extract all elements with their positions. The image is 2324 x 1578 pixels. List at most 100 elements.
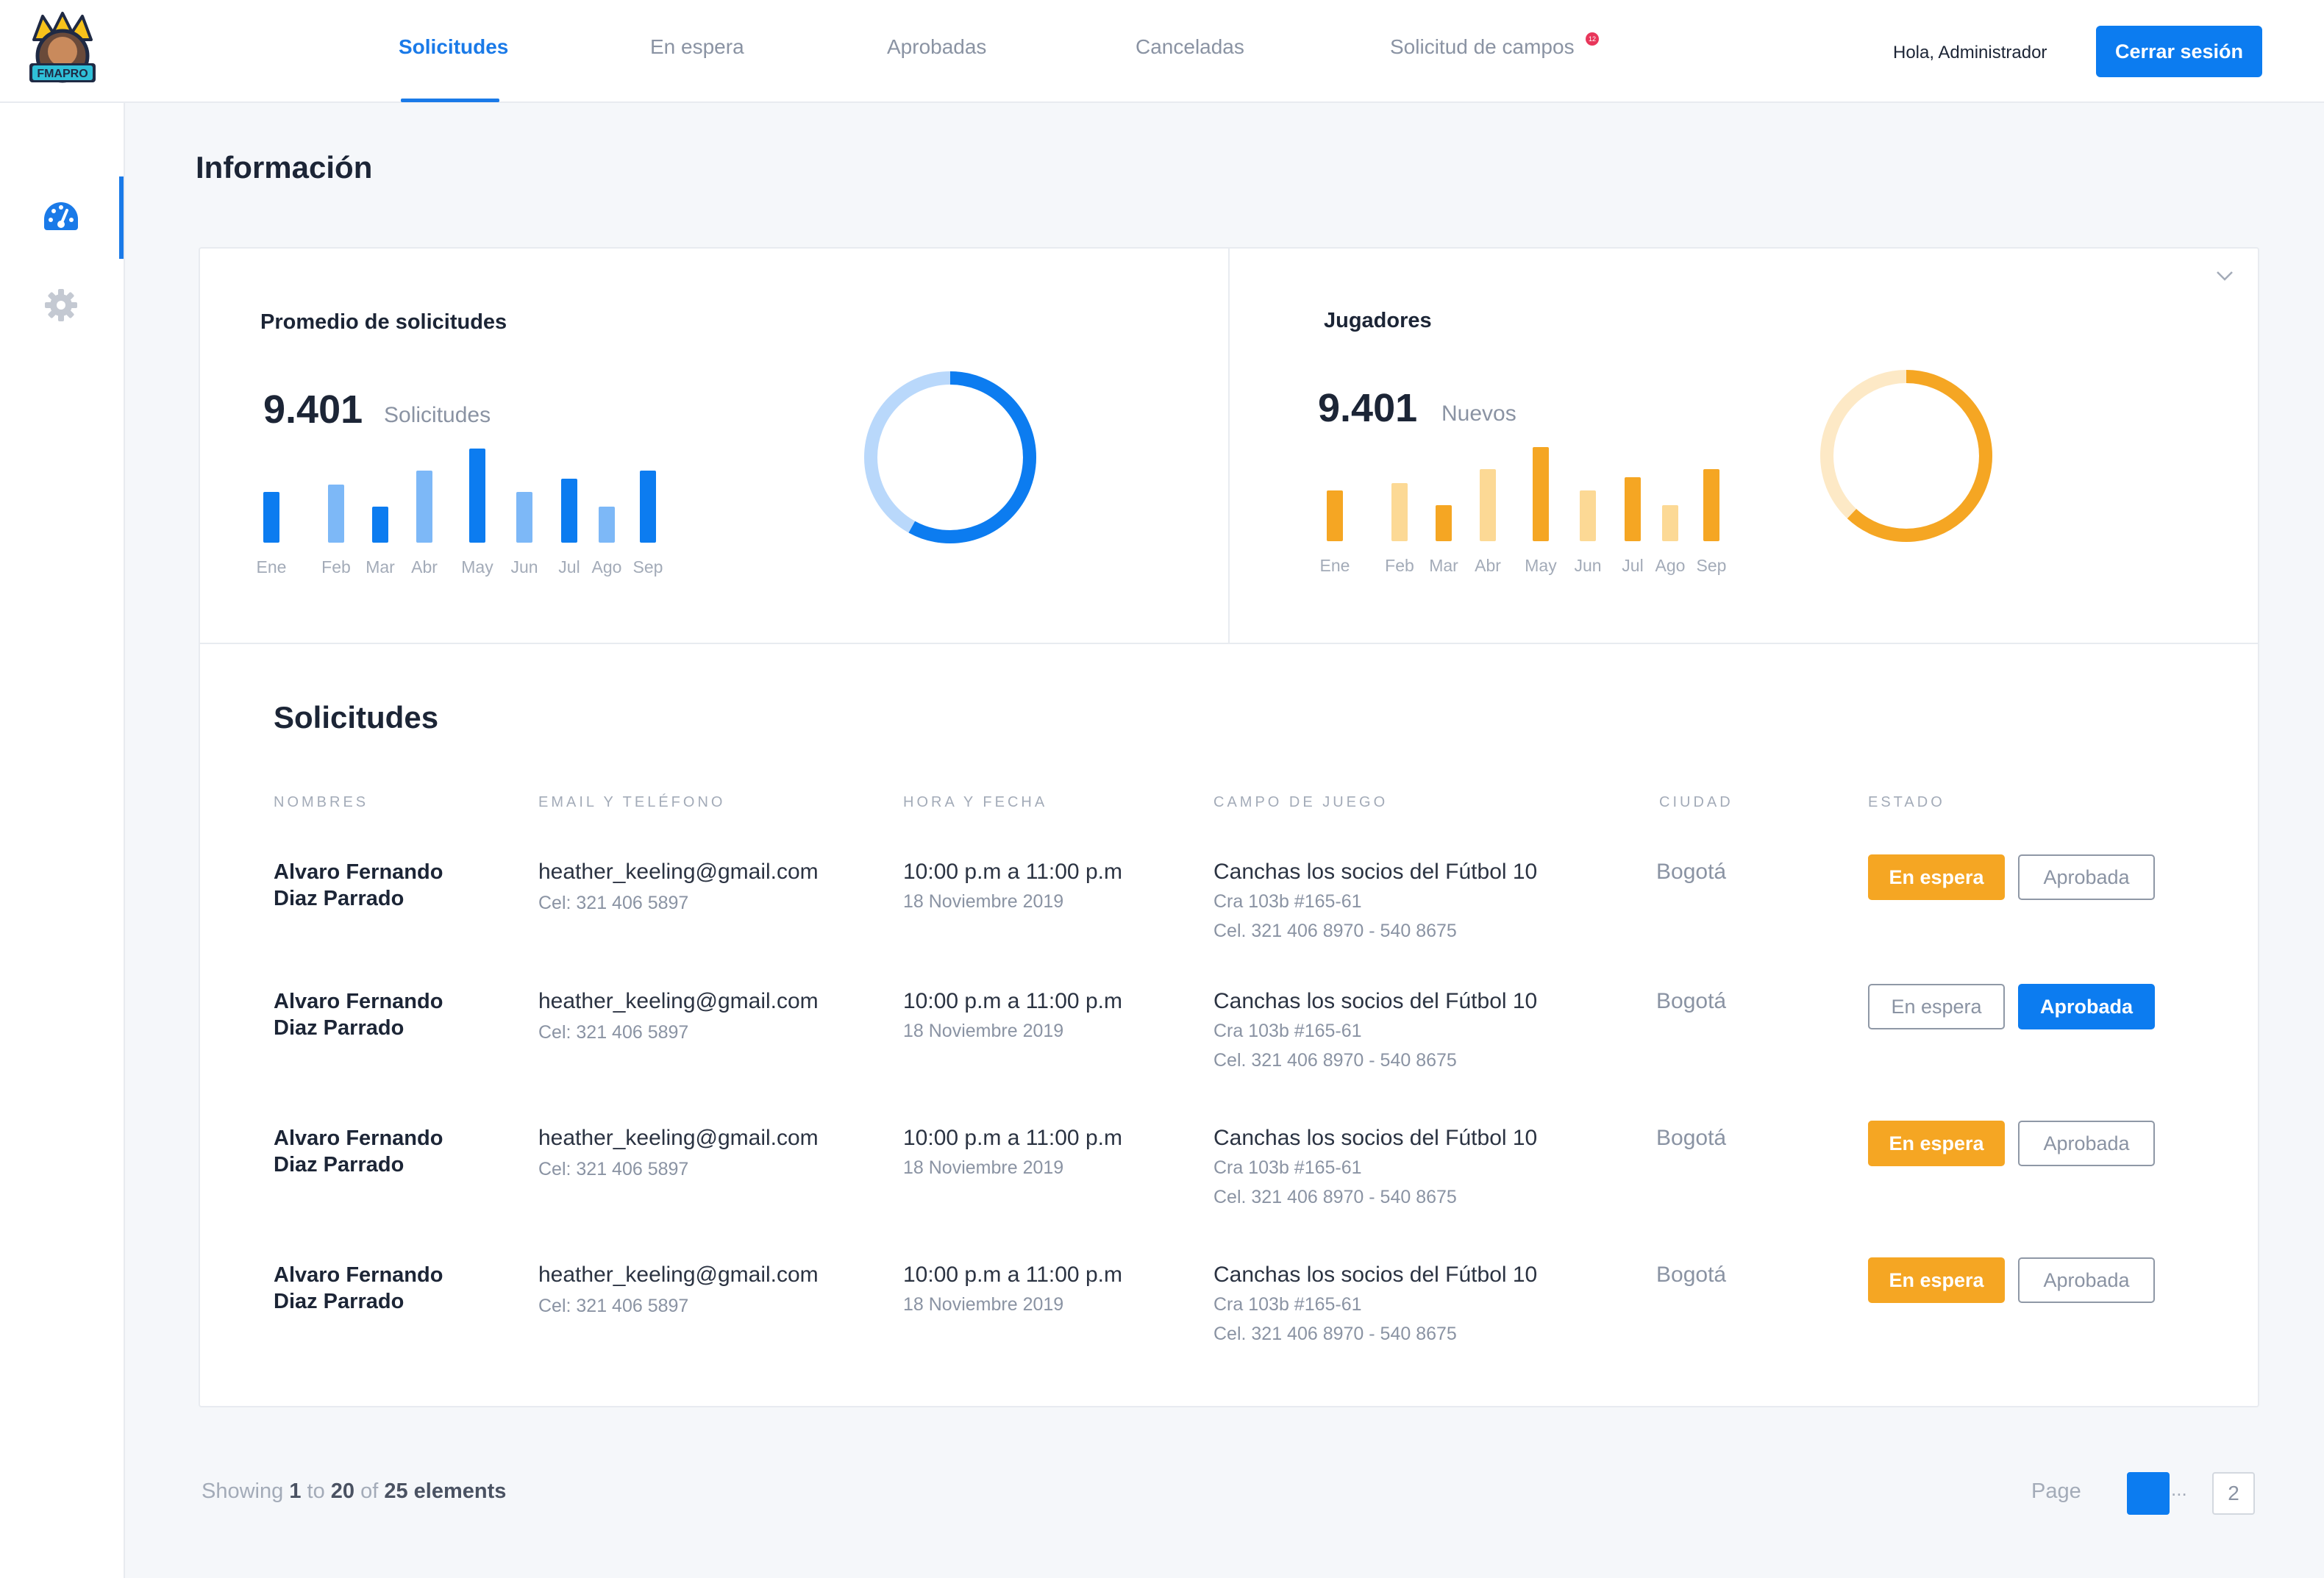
- chevron-down-icon[interactable]: [2214, 265, 2236, 287]
- tab-solicitud-de-campos[interactable]: Solicitud de campos: [1390, 35, 1575, 58]
- bar-ene: [1327, 490, 1343, 541]
- row-name: Alvaro Fernando Diaz Parrado: [274, 859, 494, 912]
- column-header-nombres[interactable]: NOMBRES: [274, 794, 369, 810]
- row-name-first: Alvaro Fernando: [274, 1263, 443, 1287]
- tab-aprobadas[interactable]: Aprobadas: [887, 35, 987, 58]
- dashboard-gauge-icon: [44, 202, 78, 230]
- bar-ago: [599, 507, 615, 543]
- bar-feb: [328, 485, 344, 543]
- sidebar-item-settings[interactable]: [41, 285, 81, 325]
- month-label-abr: Abr: [1475, 556, 1501, 575]
- bar-ene: [263, 492, 279, 543]
- pagination-total: 25 elements: [384, 1479, 507, 1503]
- en-espera-button[interactable]: En espera: [1868, 1257, 2005, 1303]
- row-field: Canchas los socios del Fútbol 10: [1213, 1126, 1538, 1150]
- top-navbar: FMAPRO Solicitudes En espera Aprobadas C…: [0, 0, 2324, 103]
- page-button-2[interactable]: 2: [2212, 1472, 2255, 1515]
- tab-solicitudes[interactable]: Solicitudes: [399, 35, 509, 58]
- row-field-address: Cra 103b #165-61: [1213, 1157, 1362, 1178]
- row-field: Canchas los socios del Fútbol 10: [1213, 1263, 1538, 1287]
- row-email[interactable]: heather_keeling@gmail.com: [538, 1263, 819, 1287]
- pagination-to: 20: [330, 1479, 355, 1503]
- row-time: 10:00 p.m a 11:00 p.m: [903, 1126, 1122, 1150]
- row-name-first: Alvaro Fernando: [274, 1127, 443, 1150]
- dashboard-card: Promedio de solicitudes 9.401 Solicitude…: [199, 247, 2259, 1407]
- pagination-showing-label: Showing: [202, 1479, 284, 1503]
- pagination-of-label: of: [360, 1479, 379, 1503]
- row-city: Bogotá: [1656, 860, 1727, 884]
- tab-canceladas[interactable]: Canceladas: [1136, 35, 1244, 58]
- row-name: Alvaro Fernando Diaz Parrado: [274, 1262, 494, 1315]
- row-field-address: Cra 103b #165-61: [1213, 1021, 1362, 1041]
- row-field-phone: Cel. 321 406 8970 - 540 8675: [1213, 921, 1457, 941]
- sidebar-item-dashboard[interactable]: [41, 197, 81, 237]
- bar-jul: [561, 479, 577, 543]
- month-label-feb: Feb: [321, 557, 351, 576]
- table-row[interactable]: Alvaro Fernando Diaz Parrado heather_kee…: [200, 984, 2258, 1121]
- players-stat-value: 9.401: [1318, 386, 1418, 430]
- row-name-last: Diaz Parrado: [274, 1290, 404, 1313]
- row-field-phone: Cel. 321 406 8970 - 540 8675: [1213, 1050, 1457, 1071]
- page-title: Información: [196, 150, 373, 185]
- fmapro-logo[interactable]: FMAPRO: [26, 10, 99, 90]
- column-header-email[interactable]: EMAIL Y TELÉFONO: [538, 794, 726, 810]
- pagination-summary: Showing 1 to 20 of 25 elements: [202, 1479, 506, 1504]
- month-label-mar: Mar: [366, 557, 395, 576]
- sidebar-active-indicator: [119, 176, 124, 259]
- bar-jun: [516, 492, 532, 543]
- row-email[interactable]: heather_keeling@gmail.com: [538, 989, 819, 1013]
- tab-en-espera[interactable]: En espera: [650, 35, 744, 58]
- aprobada-button[interactable]: Aprobada: [2018, 1257, 2155, 1303]
- ring-progress: [864, 371, 1036, 543]
- row-phone: Cel: 321 406 5897: [538, 893, 689, 913]
- players-stat-unit: Nuevos: [1441, 401, 1516, 426]
- month-label-jun: Jun: [510, 557, 538, 576]
- row-name-last: Diaz Parrado: [274, 1153, 404, 1177]
- page-button-current[interactable]: 1: [2127, 1472, 2170, 1515]
- row-phone: Cel: 321 406 5897: [538, 1159, 689, 1179]
- month-label-mar: Mar: [1429, 556, 1458, 575]
- table-row[interactable]: Alvaro Fernando Diaz Parrado heather_kee…: [200, 1121, 2258, 1257]
- column-header-ciudad[interactable]: CIUDAD: [1659, 794, 1733, 810]
- section-divider: [200, 643, 2258, 644]
- row-name-last: Diaz Parrado: [274, 1016, 404, 1040]
- row-phone: Cel: 321 406 5897: [538, 1296, 689, 1316]
- requests-bar-chart: Ene Feb Mar Abr May Jun Jul Ago Sep: [257, 447, 705, 576]
- row-name: Alvaro Fernando Diaz Parrado: [274, 1125, 494, 1178]
- row-time: 10:00 p.m a 11:00 p.m: [903, 1263, 1122, 1287]
- column-header-hora-fecha[interactable]: HORA Y FECHA: [903, 794, 1048, 810]
- row-city: Bogotá: [1656, 1263, 1727, 1287]
- bar-sep: [1703, 469, 1719, 541]
- requests-ring-chart: [864, 371, 1036, 543]
- column-header-estado[interactable]: ESTADO: [1868, 794, 1945, 810]
- row-email[interactable]: heather_keeling@gmail.com: [538, 860, 819, 884]
- aprobada-button[interactable]: Aprobada: [2018, 854, 2155, 900]
- en-espera-button[interactable]: En espera: [1868, 854, 2005, 900]
- table-row[interactable]: Alvaro Fernando Diaz Parrado heather_kee…: [200, 854, 2258, 991]
- bar-mar: [372, 507, 388, 543]
- bar-sep: [640, 471, 656, 543]
- ring-progress: [1820, 370, 1992, 542]
- pagination-ellipsis: ...: [2171, 1478, 2187, 1500]
- bar-abr: [1480, 469, 1496, 541]
- row-date: 18 Noviembre 2019: [903, 1157, 1064, 1178]
- bar-mar: [1436, 505, 1452, 541]
- column-header-campo[interactable]: CAMPO DE JUEGO: [1213, 794, 1389, 810]
- month-label-may: May: [461, 557, 493, 576]
- aprobada-button[interactable]: Aprobada: [2018, 1121, 2155, 1166]
- en-espera-button[interactable]: En espera: [1868, 984, 2005, 1029]
- row-email[interactable]: heather_keeling@gmail.com: [538, 1126, 819, 1150]
- requests-stat-title: Promedio de solicitudes: [260, 310, 507, 334]
- table-row[interactable]: Alvaro Fernando Diaz Parrado heather_kee…: [200, 1257, 2258, 1394]
- row-field-phone: Cel. 321 406 8970 - 540 8675: [1213, 1324, 1457, 1344]
- aprobada-button[interactable]: Aprobada: [2018, 984, 2155, 1029]
- logout-button[interactable]: Cerrar sesión: [2096, 26, 2262, 77]
- players-stat-title: Jugadores: [1324, 309, 1432, 332]
- month-label-jul: Jul: [1622, 556, 1644, 575]
- row-date: 18 Noviembre 2019: [903, 1294, 1064, 1315]
- bar-jun: [1580, 490, 1596, 541]
- month-label-jun: Jun: [1574, 556, 1602, 575]
- en-espera-button[interactable]: En espera: [1868, 1121, 2005, 1166]
- row-field: Canchas los socios del Fútbol 10: [1213, 989, 1538, 1013]
- requests-stat-value: 9.401: [263, 388, 363, 432]
